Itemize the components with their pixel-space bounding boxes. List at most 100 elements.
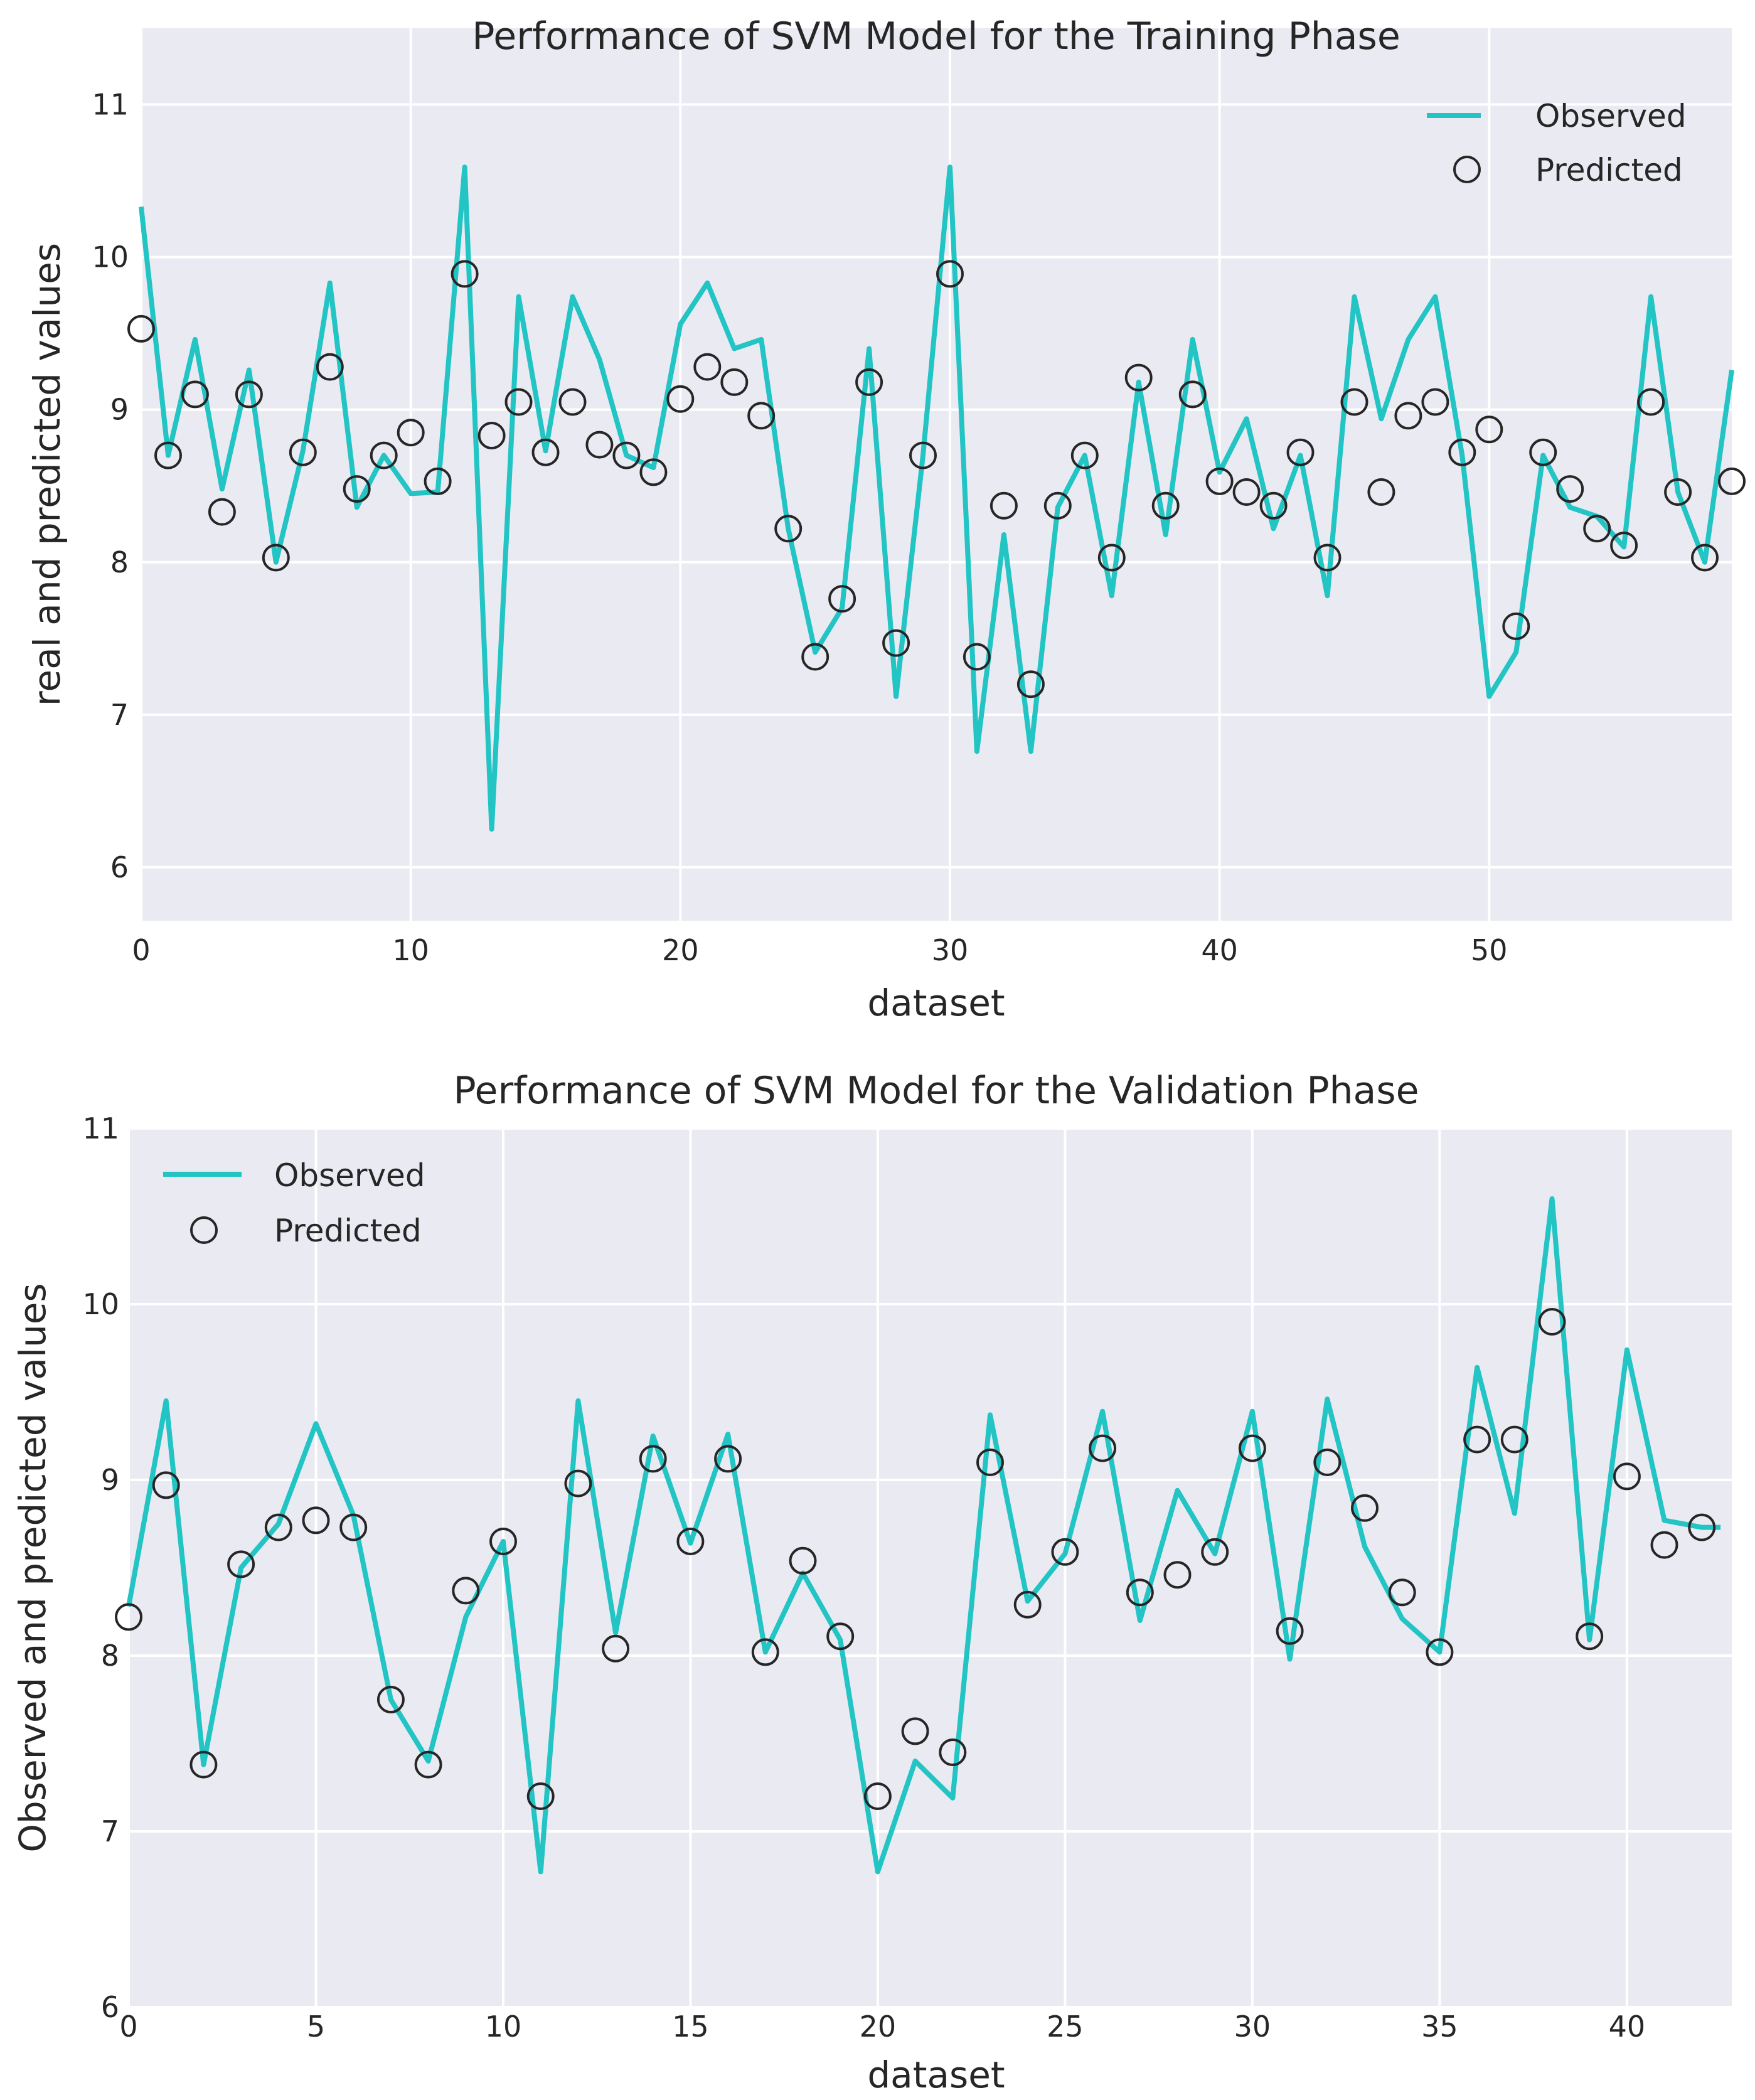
training-x-tick-label: 50	[1471, 933, 1508, 967]
training-predicted-point	[1529, 438, 1557, 466]
training-predicted-point	[424, 467, 452, 495]
training-predicted-point	[1178, 380, 1207, 409]
training-predicted-point	[1394, 402, 1422, 430]
validation-predicted-point	[302, 1506, 330, 1535]
validation-chart: 0 5 10 15 20 25 30 35 40 6 7 8 9 10 11 Performance of …	[11, 1069, 1732, 2096]
training-predicted-point	[343, 475, 371, 503]
validation-predicted-point	[152, 1471, 180, 1499]
validation-predicted-point	[939, 1738, 967, 1766]
training-predicted-point	[397, 419, 425, 447]
validation-predicted-point	[1351, 1494, 1379, 1522]
training-predicted-point	[1610, 532, 1638, 559]
training-y-axis-label: real and predicted values	[26, 243, 68, 706]
training-predicted-point	[882, 629, 910, 657]
training-predicted-point	[666, 385, 695, 413]
validation-y-tick-label: 9	[101, 1463, 119, 1497]
validation-chart-title: Performance of SVM Model for the Validat…	[454, 1069, 1419, 1113]
training-y-tick-label: 9	[110, 393, 129, 427]
training-legend-predicted-label: Predicted	[1535, 152, 1683, 188]
validation-predicted-point	[339, 1513, 368, 1541]
training-legend: Observed Predicted	[1427, 98, 1687, 188]
validation-predicted-point	[452, 1577, 480, 1605]
validation-y-tick-label: 8	[101, 1639, 119, 1673]
validation-predicted-point	[1576, 1622, 1604, 1651]
validation-predicted-point	[639, 1445, 667, 1473]
training-predicted-point	[127, 314, 155, 343]
validation-x-tick-label: 25	[1047, 2010, 1084, 2044]
validation-predicted-point	[1089, 1434, 1117, 1462]
validation-predicted-point	[1201, 1538, 1229, 1566]
training-predicted-point	[963, 643, 991, 671]
validation-predicted-point	[414, 1750, 442, 1779]
training-predicted-point	[1232, 478, 1261, 506]
validation-predicted-point	[1126, 1578, 1154, 1607]
training-predicted-point	[1664, 478, 1692, 506]
validation-predicted-point	[526, 1782, 555, 1810]
validation-predicted-point	[227, 1550, 255, 1578]
training-predicted-point	[1583, 515, 1611, 543]
training-y-tick-label: 8	[110, 545, 129, 579]
training-predicted-point	[1448, 438, 1476, 466]
validation-legend: Observed Predicted	[163, 1157, 425, 1249]
training-tick-labels: 0 10 20 30 40 50 6 7 8 9 10 11	[92, 88, 1507, 967]
validation-y-axis-label: Observed and predicted values	[11, 1283, 54, 1852]
training-predicted-point	[1205, 467, 1234, 495]
validation-predicted-point	[189, 1750, 218, 1779]
training-x-tick-label: 20	[662, 933, 699, 967]
validation-predicted-point	[676, 1528, 705, 1555]
validation-y-tick-label: 7	[101, 1814, 119, 1848]
validation-y-tick-label: 10	[82, 1287, 119, 1321]
training-predicted-point	[720, 368, 749, 396]
training-y-tick-label: 11	[92, 88, 129, 122]
training-predicted-point	[1421, 388, 1449, 416]
validation-predicted-point	[789, 1546, 817, 1575]
validation-marks	[115, 1196, 1721, 1875]
training-predicted-point	[558, 388, 587, 416]
validation-predicted-point	[1313, 1449, 1342, 1476]
validation-predicted-point	[751, 1638, 779, 1666]
training-predicted-point	[774, 515, 803, 543]
validation-predicted-point	[976, 1449, 1004, 1476]
training-predicted-point	[262, 544, 290, 572]
training-predicted-point	[1502, 612, 1530, 640]
training-predicted-point	[1124, 363, 1153, 392]
training-predicted-point	[1043, 491, 1072, 520]
training-predicted-point	[181, 380, 209, 409]
training-predicted-point	[801, 643, 829, 671]
training-predicted-point	[235, 380, 263, 409]
training-predicted-point	[639, 458, 668, 486]
training-predicted-point	[747, 402, 776, 430]
validation-y-tick-label: 6	[101, 1990, 119, 2024]
training-predicted-point	[1097, 544, 1126, 572]
validation-x-tick-label: 15	[672, 2010, 709, 2044]
validation-predicted-point	[489, 1528, 517, 1555]
training-plot-area	[141, 28, 1732, 921]
training-x-tick-label: 0	[132, 933, 150, 967]
training-predicted-point	[936, 260, 964, 288]
validation-x-tick-label: 35	[1421, 2010, 1458, 2044]
training-predicted-point	[1367, 478, 1395, 506]
training-y-tick-label: 7	[110, 698, 129, 732]
training-predicted-point	[828, 585, 856, 613]
validation-predicted-point	[1013, 1590, 1042, 1619]
validation-predicted-point	[1426, 1638, 1454, 1666]
training-predicted-point	[1286, 438, 1315, 466]
training-predicted-point	[531, 438, 560, 466]
validation-predicted-point	[1463, 1425, 1491, 1454]
training-observed-line	[139, 164, 1734, 832]
validation-predicted-point	[714, 1445, 742, 1473]
validation-x-tick-label: 0	[119, 2010, 137, 2044]
training-predicted-point	[1259, 491, 1288, 520]
training-x-tick-label: 30	[932, 933, 969, 967]
validation-tick-labels: 0 5 10 15 20 25 30 35 40 6 7 8 9 10 11	[82, 1112, 1645, 2044]
validation-predicted-point	[1650, 1531, 1678, 1559]
validation-x-tick-label: 10	[485, 2010, 522, 2044]
training-predicted-point	[1691, 544, 1719, 572]
training-legend-observed-label: Observed	[1535, 98, 1687, 134]
training-predicted-point	[316, 353, 344, 381]
training-predicted-point	[208, 498, 236, 526]
training-x-tick-label: 40	[1201, 933, 1238, 967]
training-predicted-point	[585, 431, 614, 459]
training-x-tick-label: 10	[392, 933, 429, 967]
